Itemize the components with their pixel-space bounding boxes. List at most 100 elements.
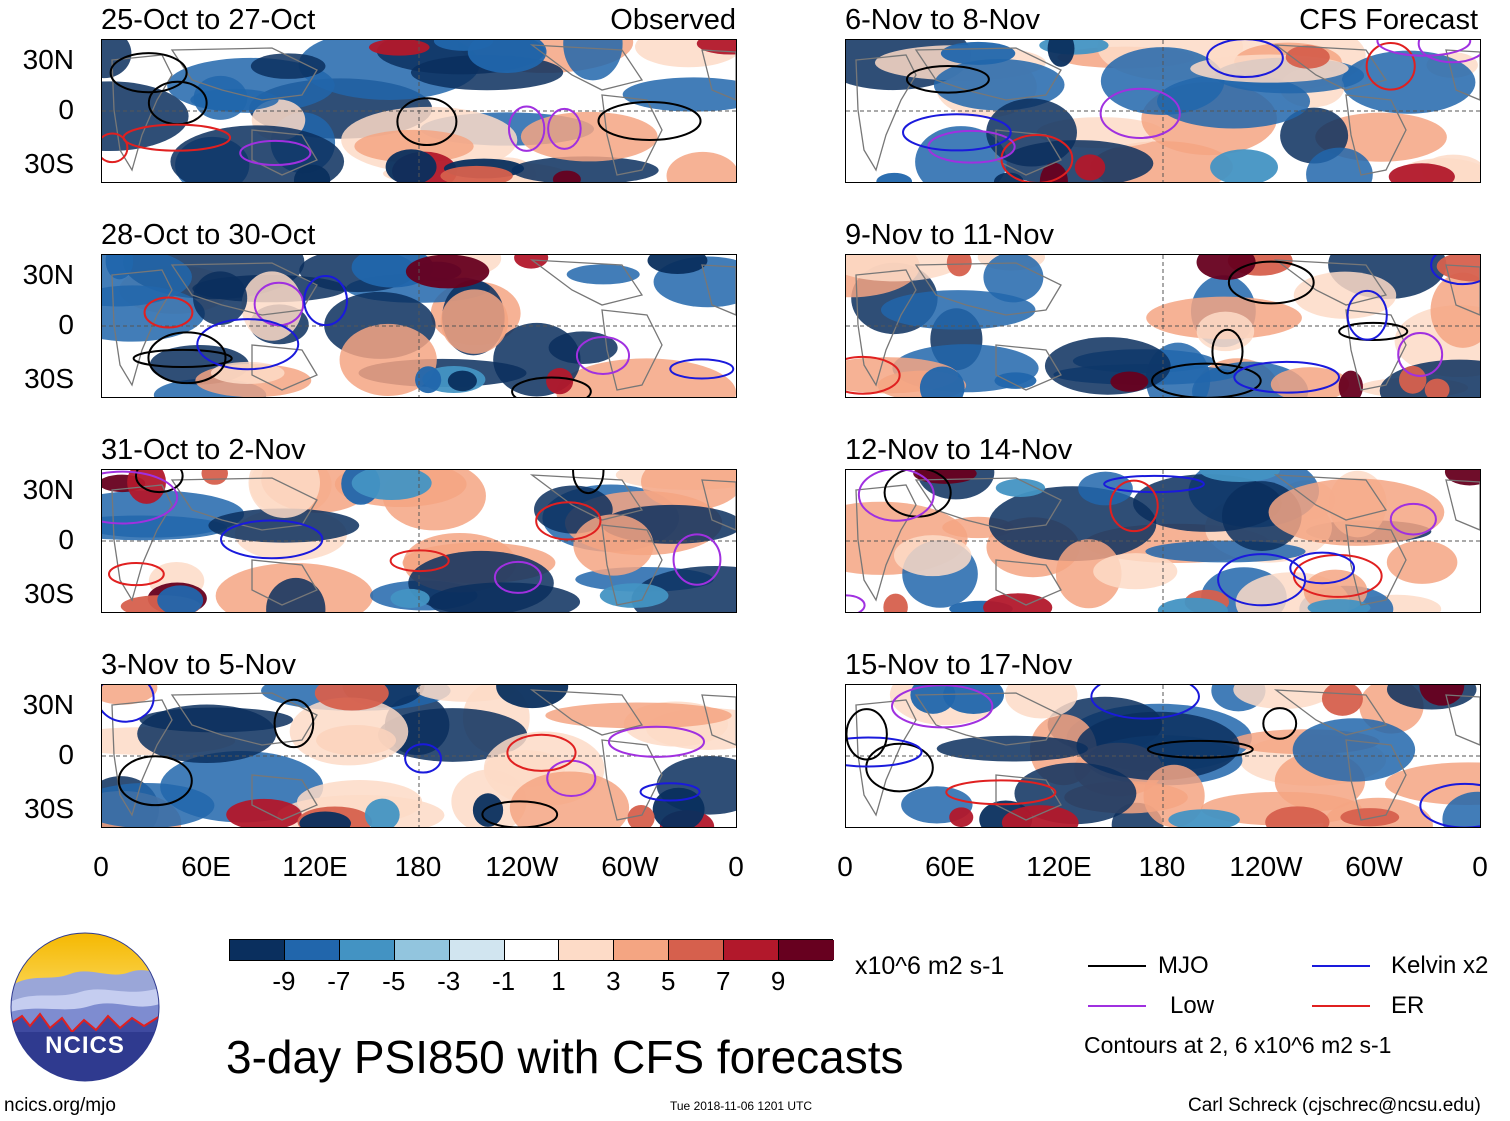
anomaly-blob <box>1386 540 1458 584</box>
anomaly-blob <box>880 290 1036 330</box>
contour-line <box>1289 551 1356 585</box>
panel-title-5: 6-Nov to 8-Nov <box>845 4 1041 36</box>
observed-label: Observed <box>610 4 736 36</box>
anomaly-core <box>1419 685 1465 706</box>
anomaly-core <box>440 165 513 182</box>
coastline <box>601 524 663 606</box>
anomaly-core <box>1110 371 1149 392</box>
coastline <box>529 259 644 306</box>
lat-label-30s: 30S <box>24 793 74 824</box>
contour-line <box>389 549 450 573</box>
contour-line <box>865 742 934 793</box>
coastline <box>1273 474 1388 521</box>
map-panel-4 <box>101 684 737 828</box>
coastline <box>1445 49 1480 101</box>
anomaly-blob <box>1292 718 1416 782</box>
lat-label-eq: 0 <box>58 524 74 555</box>
colorbar-cell <box>724 940 780 960</box>
colorbar-tick-label: -9 <box>272 966 296 996</box>
contour-line <box>639 782 701 802</box>
colorbar-tick-label: -5 <box>382 966 406 996</box>
contour-line <box>1417 40 1480 64</box>
lat-label-30n: 30N <box>22 259 74 290</box>
coastline <box>914 262 1062 316</box>
anomaly-core <box>599 583 669 608</box>
anomaly-blob <box>509 771 630 827</box>
colorbar-cell <box>669 940 725 960</box>
contour-line <box>672 533 722 586</box>
legend-label-low: Low <box>1170 992 1215 1019</box>
colorbar-cell <box>284 940 340 960</box>
contour-line <box>669 358 735 380</box>
ncics-logo: NCICS <box>10 932 160 1082</box>
legend-line-mjo <box>1088 965 1146 967</box>
anomaly-core <box>364 798 400 827</box>
colorbar-tick-label: -1 <box>491 966 516 996</box>
colorbar-tick-label: -3 <box>437 966 461 996</box>
contour-line <box>143 296 194 329</box>
anomaly-core <box>647 255 708 275</box>
contour-line <box>846 708 888 761</box>
lon-label-left-180: 180 <box>394 851 442 882</box>
coastline <box>855 484 917 602</box>
logo-text: NCICS <box>45 1032 125 1059</box>
anomaly-core <box>415 366 442 394</box>
anomaly-blob <box>915 126 1007 182</box>
anomaly-core <box>314 685 389 711</box>
coastline <box>855 269 917 387</box>
coastline <box>995 344 1062 391</box>
anomaly-core <box>919 366 965 397</box>
lat-label-30n: 30N <box>22 474 74 505</box>
anomaly-core <box>1168 809 1240 827</box>
anomaly-core <box>1001 805 1079 827</box>
contour-line <box>1365 41 1416 91</box>
lon-label-right-60e: 60E <box>925 851 975 882</box>
contour-line <box>1430 255 1480 286</box>
colorbar-cell <box>449 940 505 960</box>
anomaly-core <box>983 593 1053 612</box>
anomaly-core <box>949 807 974 827</box>
footer-site: ncics.org/mjo <box>4 1095 116 1116</box>
legend-line-low <box>1088 1005 1146 1007</box>
anomaly-blob <box>893 535 972 577</box>
legend-label-kelvin: Kelvin x2 <box>1391 952 1489 979</box>
anomaly-core <box>467 40 547 73</box>
contour-line <box>1206 40 1284 79</box>
contour-line <box>117 755 193 807</box>
anomaly-blob <box>520 111 658 162</box>
anomaly-blob <box>339 323 437 396</box>
contour-line <box>102 685 155 723</box>
legend-label-mjo: MJO <box>1158 952 1209 979</box>
anomaly-blob <box>545 702 732 729</box>
anomaly-core <box>514 255 549 269</box>
contour-line <box>1376 40 1472 57</box>
anomaly-map <box>846 685 1480 827</box>
colorbar-cell <box>230 940 285 960</box>
anomaly-core <box>201 470 228 485</box>
anomaly-core <box>1196 255 1256 280</box>
panel-title-8: 15-Nov to 17-Nov <box>845 649 1073 681</box>
anomaly-blob <box>573 514 654 576</box>
anomaly-blob <box>1385 762 1480 805</box>
coastline <box>529 44 644 91</box>
anomaly-core <box>1436 255 1480 282</box>
anomaly-blob <box>1093 553 1178 590</box>
colorbar-tick-label: 9 <box>770 966 786 996</box>
contour-line <box>945 779 1057 806</box>
map-panel-3 <box>101 469 737 613</box>
contour-line <box>1262 707 1298 740</box>
contour-line <box>102 470 179 525</box>
anomaly-blob <box>139 707 294 733</box>
lat-label-30s: 30S <box>24 363 74 394</box>
coastline <box>251 129 318 176</box>
coastline <box>601 739 663 821</box>
anomaly-core <box>552 170 581 182</box>
contour-line <box>607 725 706 758</box>
anomaly-map <box>102 40 736 182</box>
anomaly-map <box>102 470 736 612</box>
anomaly-core <box>1199 470 1280 482</box>
anomaly-blob <box>377 708 528 762</box>
contour-line <box>535 501 602 541</box>
coastline <box>529 474 644 521</box>
anomaly-core <box>627 804 655 827</box>
